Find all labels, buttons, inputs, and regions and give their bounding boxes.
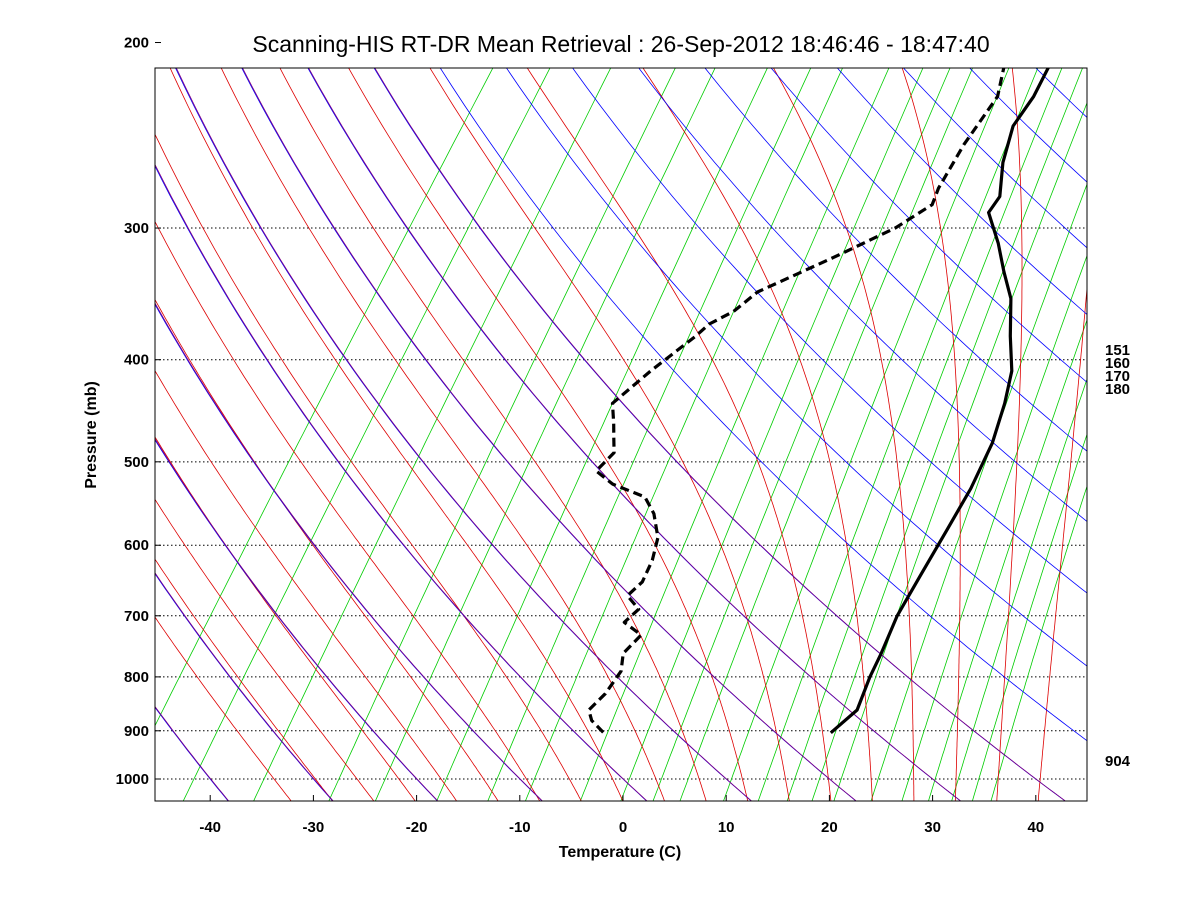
x-tick-label-40: 40 (1027, 819, 1044, 836)
dry-adiabat-shadow-20 (242, 68, 857, 801)
mixing-ratio-line-8 (723, 68, 1010, 801)
mixing-ratio-line-3 (579, 68, 890, 801)
dry-adiabat--40 (155, 706, 229, 801)
moist-adiabat--26 (155, 558, 333, 801)
dry-adiabat-80 (638, 68, 1087, 522)
dry-adiabat-70 (572, 68, 1087, 594)
mixing-ratio-lines (155, 68, 1087, 801)
mixing-ratio-line-5 (652, 68, 951, 801)
y-axis-label: Pressure (mb) (83, 381, 100, 489)
y-tick-label-200: 200 (124, 35, 149, 52)
dry-adiabat--30 (155, 573, 334, 801)
mixing-ratio-line-1 (436, 68, 768, 801)
x-tick-label--10: -10 (509, 819, 531, 836)
moist-adiabat-10 (279, 68, 707, 801)
mixing-ratio-line-1.5 (487, 68, 812, 801)
side-label-151: 151 (1105, 342, 1130, 359)
moist-adiabat-30 (773, 68, 915, 801)
dry-adiabat-shadow--20 (155, 437, 439, 801)
mixing-ratio-line-4 (620, 68, 924, 801)
mixing-ratio-line-0.2 (253, 68, 612, 801)
mixing-ratio-line-0.05 (155, 68, 494, 727)
chart-title: Scanning-HIS RT-DR Mean Retrieval : 26-S… (252, 31, 989, 57)
moist-adiabat-22 (526, 68, 832, 801)
moist-adiabat--22 (155, 498, 375, 801)
dry-adiabat-50 (439, 68, 1087, 742)
dry-adiabat-60 (505, 68, 1087, 667)
mixing-ratio-line-36 (971, 433, 1087, 801)
mixing-ratio-line-32 (951, 377, 1087, 801)
moist-adiabat-18 (429, 68, 790, 801)
y-tick-label-1000: 1000 (116, 771, 149, 788)
mixing-ratio-line-0.4 (328, 68, 676, 801)
mixing-ratio-line-6 (679, 68, 973, 801)
y-axis-ticks: 5060708090100200300400500600700800900100… (116, 35, 161, 788)
mixing-ratio-line-24 (901, 254, 1087, 801)
y-tick-label-700: 700 (124, 608, 149, 625)
x-tick-label-0: 0 (619, 819, 627, 836)
moist-adiabat--6 (155, 220, 541, 801)
dry-adiabat-shadow--10 (155, 302, 543, 801)
y-tick-label-800: 800 (124, 669, 149, 686)
x-axis-label: Temperature (C) (559, 844, 681, 861)
side-label-180: 180 (1105, 381, 1130, 398)
mixing-ratio-line-40 (990, 485, 1087, 801)
dewpoint-series-line (587, 68, 1006, 734)
dry-adiabat-lines (155, 68, 1087, 801)
mixing-ratio-line-0.1 (182, 68, 551, 801)
mixing-ratio-line-28 (928, 318, 1087, 801)
moist-adiabat-2 (169, 68, 624, 801)
dry-adiabat-shadow-0 (155, 163, 648, 801)
y-tick-label-600: 600 (124, 537, 149, 554)
side-label-170: 170 (1105, 368, 1130, 385)
sounding-series (587, 68, 1050, 735)
x-tick-label--30: -30 (303, 819, 325, 836)
y-tick-label-400: 400 (124, 352, 149, 369)
mixing-ratio-line-10 (757, 68, 1039, 801)
mixing-ratio-line-16 (833, 101, 1087, 801)
x-tick-label-30: 30 (924, 819, 941, 836)
moist-adiabat-6 (220, 68, 665, 801)
dry-adiabat-shadow-30 (308, 68, 962, 801)
mixing-ratio-line-0.6 (374, 68, 716, 801)
moist-adiabat-42 (1037, 283, 1087, 801)
mixing-ratio-line-12 (786, 68, 1063, 801)
moist-adiabat-38 (996, 68, 1023, 801)
plot-area (155, 68, 1087, 801)
y-tick-label-300: 300 (124, 220, 149, 237)
x-axis-ticks: -40 -30 -20 -10 0 10 20 30 40 (199, 795, 1044, 836)
y-tick-label-500: 500 (124, 454, 149, 471)
temperature-series-line (829, 68, 1050, 735)
x-tick-label-20: 20 (821, 819, 838, 836)
dry-adiabat-shadow-10 (175, 68, 753, 801)
dry-adiabat-shadow-40 (374, 68, 1066, 801)
x-tick-label--20: -20 (406, 819, 428, 836)
moist-adiabat--14 (155, 370, 458, 801)
dry-adiabat-shadow--30 (155, 572, 334, 801)
plot-frame (154, 67, 1088, 802)
x-tick-label--40: -40 (199, 819, 221, 836)
x-tick-label-10: 10 (718, 819, 735, 836)
dry-adiabat-shadow--40 (155, 705, 230, 801)
y-tick-label-900: 900 (124, 723, 149, 740)
mixing-ratio-line-20 (870, 183, 1087, 801)
moist-adiabat--30 (155, 616, 292, 801)
side-label-160: 160 (1105, 355, 1130, 372)
moist-adiabat--2 (155, 133, 582, 801)
side-label-904: 904 (1105, 753, 1131, 770)
